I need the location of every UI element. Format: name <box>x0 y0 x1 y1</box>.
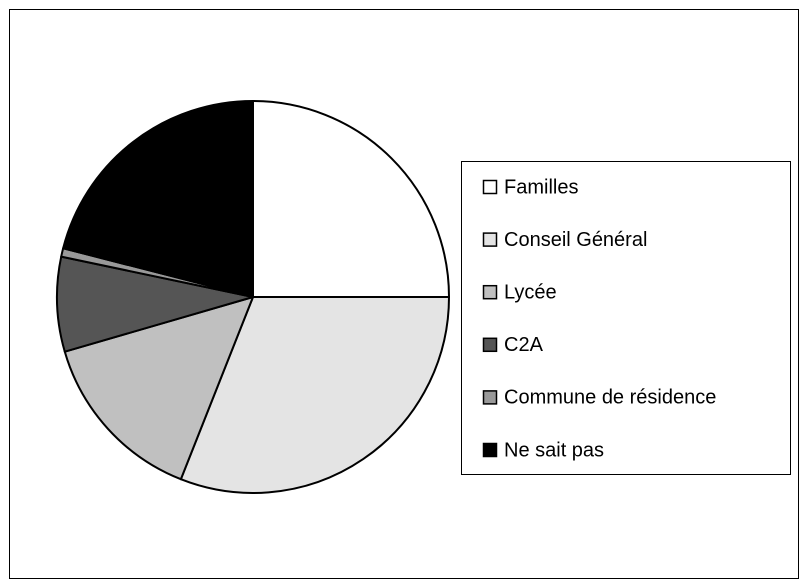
pie-slice <box>179 296 450 494</box>
legend-label: Familles <box>504 176 578 198</box>
legend-label: Ne sait pas <box>504 439 604 461</box>
legend-swatch <box>482 390 498 405</box>
legend-swatch <box>482 284 498 300</box>
pie-slice <box>63 296 254 481</box>
legend-swatch <box>482 337 498 353</box>
legend-swatch <box>482 232 498 247</box>
legend: Familles Conseil Général Lycée C2A Commune d… <box>482 176 716 461</box>
legend-label: Commune de résidence <box>504 387 716 409</box>
legend-box <box>461 161 791 475</box>
legend-swatch <box>482 442 498 458</box>
legend-label: C2A <box>504 334 544 356</box>
pie-slice <box>56 255 254 353</box>
legend-label: Conseil Général <box>504 229 647 251</box>
pie-slice <box>252 100 450 298</box>
legend-label: Lycée <box>504 281 557 303</box>
legend-swatch <box>482 179 498 195</box>
pie-slice <box>62 100 254 298</box>
pie <box>56 100 450 494</box>
